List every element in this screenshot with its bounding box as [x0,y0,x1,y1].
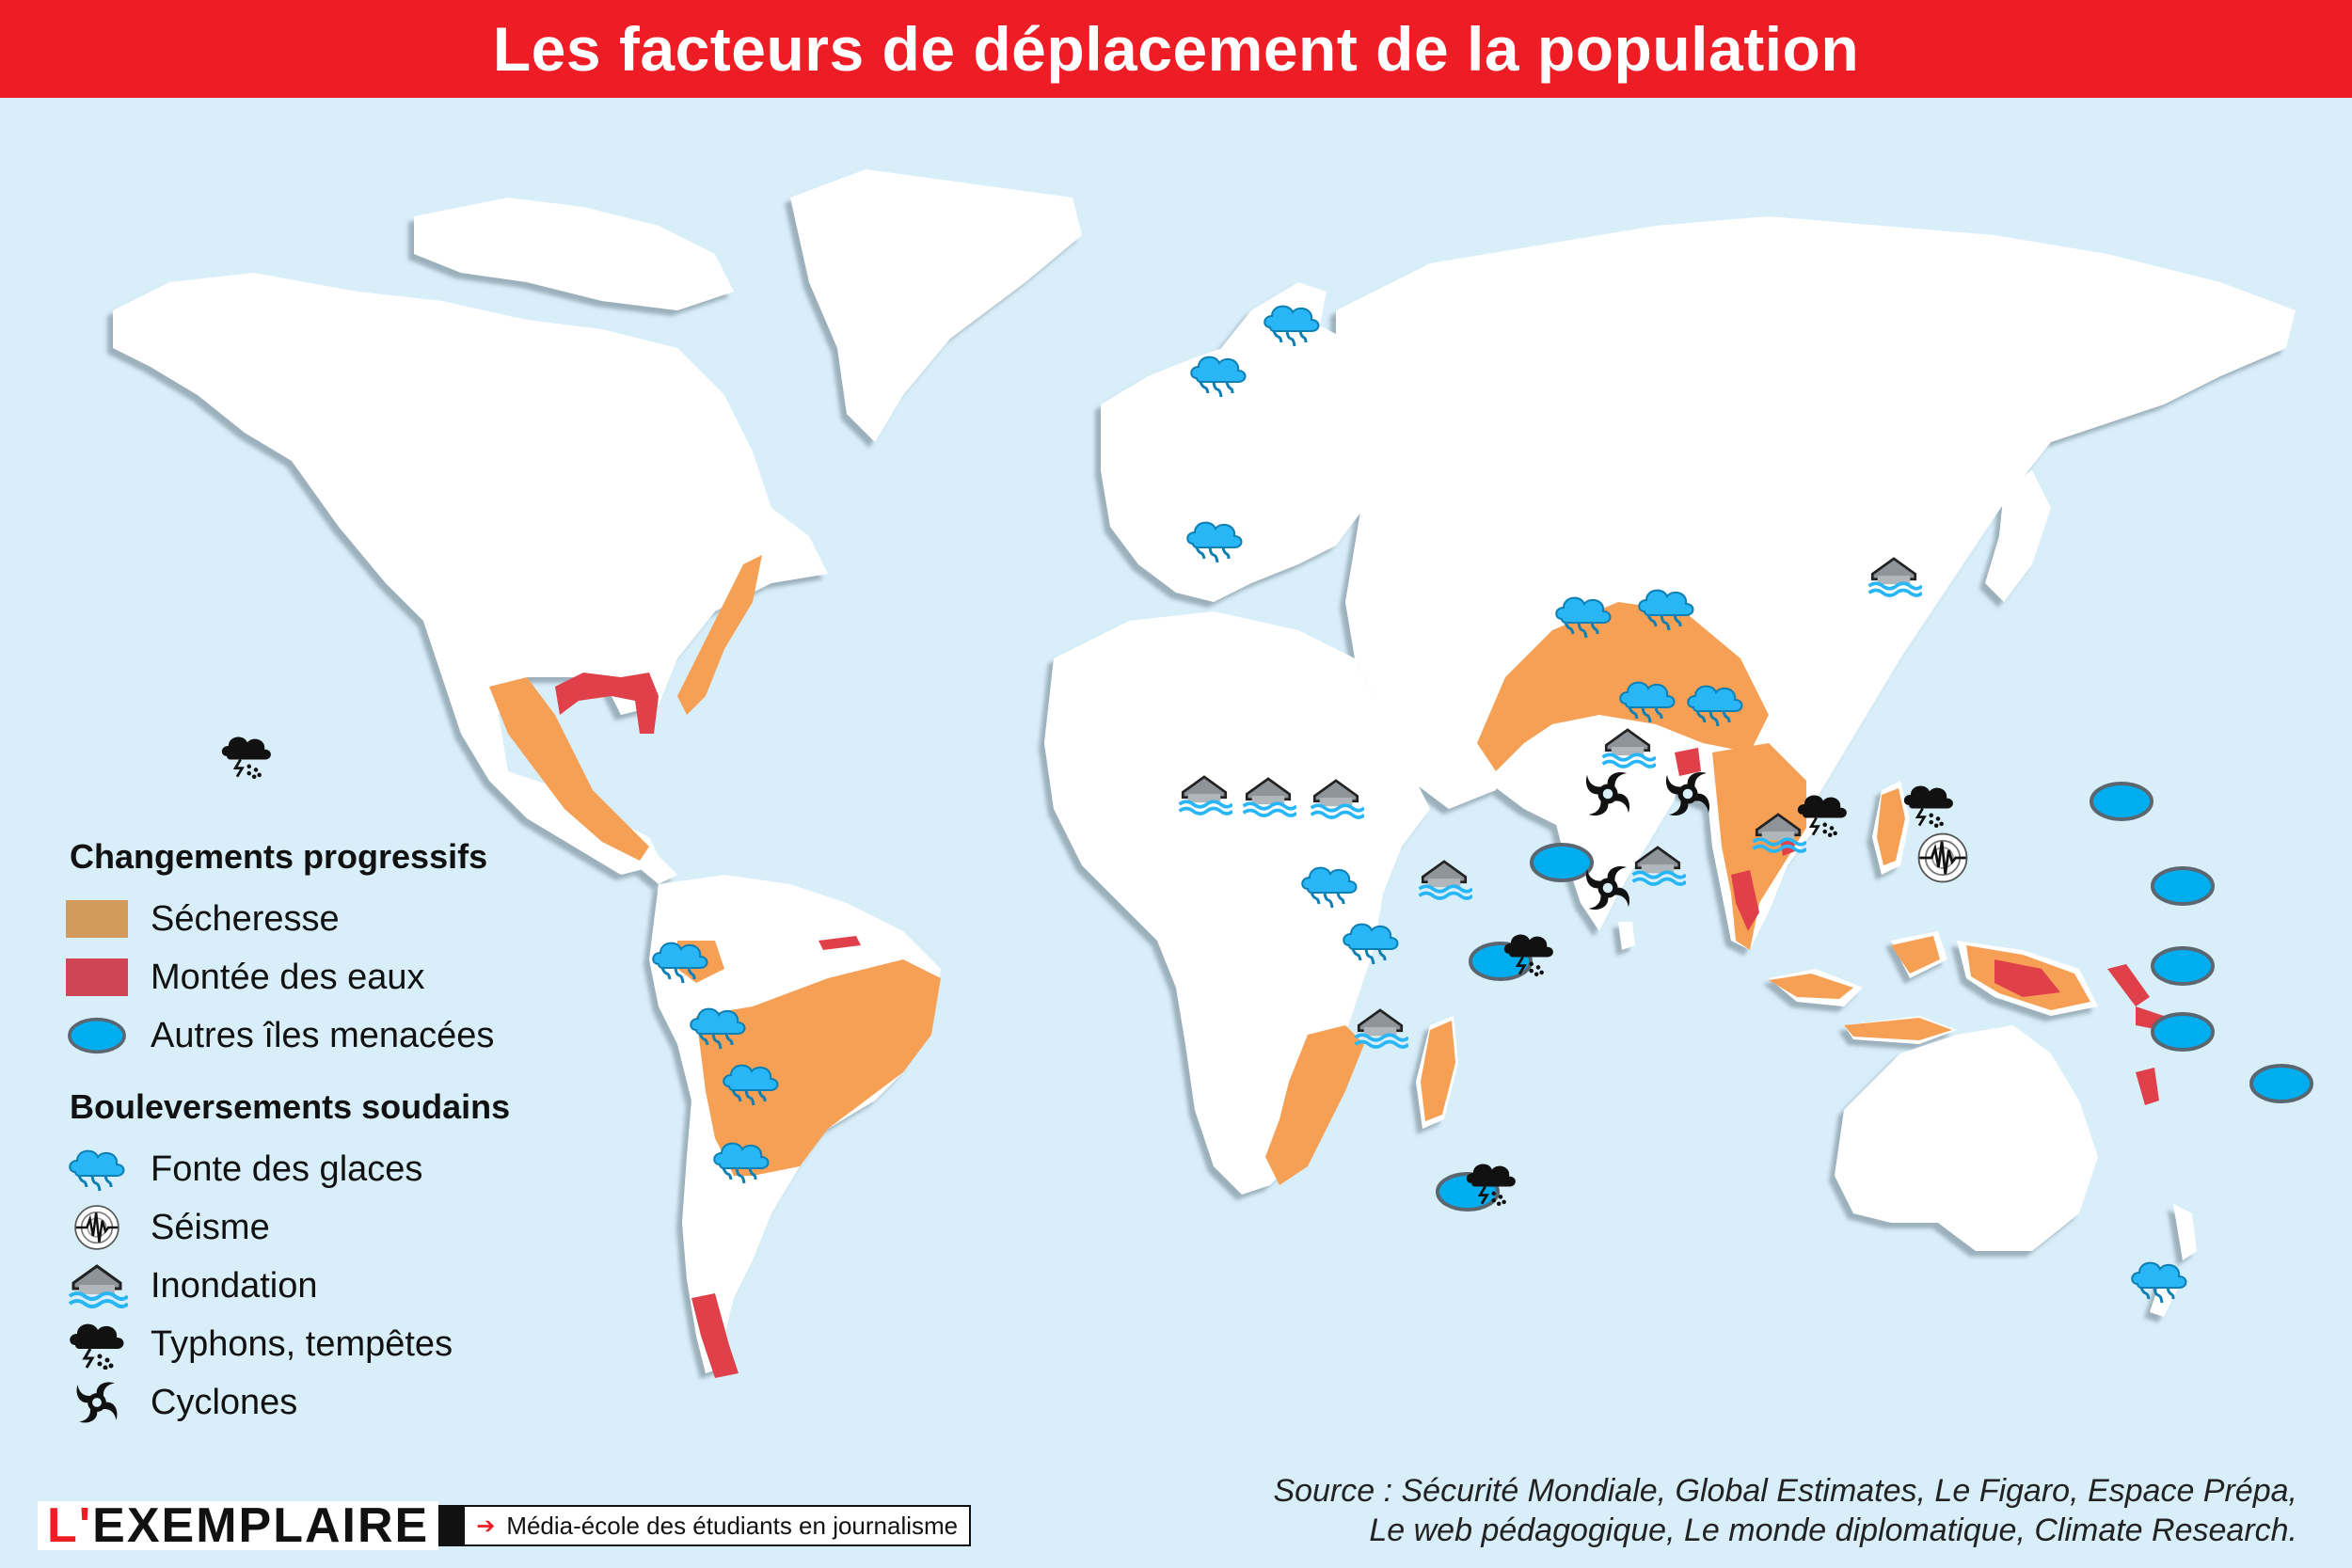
sri-lanka-land [1618,922,1635,950]
map-legend: Changements progressifs Sécheresse Monté… [66,837,668,1432]
sea-rise-zone-new-guinea [1994,959,2060,997]
north-america-land [113,273,828,875]
uk-land [1110,433,1148,499]
sea-rise-zone-chile [691,1293,739,1378]
drought-zone-indonesia [1769,936,1952,1040]
earthquake-icon [73,1204,120,1251]
earthquake-icon [1917,832,1968,883]
legend-label-flood: Inondation [151,1265,318,1306]
legend-item-flood: Inondation [66,1257,668,1315]
source-credit: Source : Sécurité Mondiale, Global Estim… [1273,1471,2297,1550]
typhoon-icon [1902,784,1955,828]
drought-zone-us-east [677,555,762,715]
legend-item-typhoon: Typhons, tempêtes [66,1315,668,1373]
title-bar: Les facteurs de déplacement de la popula… [0,0,2352,98]
legend-item-drought: Sécheresse [66,890,668,948]
brand-tagline: ➔ Média-école des étudiants en journalis… [438,1505,972,1546]
ice-melt-icon [68,1149,125,1193]
arrow-icon: ➔ [476,1513,496,1539]
legend-label-cyclone: Cyclones [151,1382,298,1422]
australia-land [1835,1025,2098,1251]
legend-label-drought: Sécheresse [151,898,340,939]
drought-swatch [66,900,128,938]
drought-zone-asia [1477,602,1769,771]
drought-zone-philippines [1877,788,1905,865]
map-title: Les facteurs de déplacement de la popula… [492,14,1860,84]
brand-logo-prefix: L' [47,1498,93,1553]
legend-item-earthquake: Séisme [66,1198,668,1257]
drought-zone-madagascar [1421,1021,1455,1121]
japan-land [1985,470,2051,602]
flood-icon [1353,1008,1408,1049]
sea-rise-zone-pacific-islands [2136,1068,2159,1105]
legend-section-progressive: Changements progressifs [70,837,488,876]
new-zealand-land [2150,1204,2197,1317]
sea-rise-zone-malaysia [1731,870,1759,931]
brand-tagline-text: Média-école des étudiants en journalisme [506,1511,959,1540]
arabia-land [1364,658,1505,809]
greenland-land [790,169,1082,442]
sea-rise-zone-guyana [818,936,861,950]
island-icon [1530,843,1594,882]
island-icon [2151,946,2215,986]
legend-label-typhoon: Typhons, tempêtes [151,1323,453,1364]
legend-item-islands: Autres îles menacées [66,1006,668,1065]
legend-item-cyclone: Cyclones [66,1373,668,1432]
sea-rise-swatch [66,958,128,996]
source-line-1: Source : Sécurité Mondiale, Global Estim… [1273,1473,2297,1509]
legend-label-earthquake: Séisme [151,1207,270,1247]
legend-label-sea-rise: Montée des eaux [151,957,425,997]
flood-icon [1417,860,1472,900]
flood-icon [68,1264,128,1308]
legend-item-ice-melt: Fonte des glaces [66,1140,668,1198]
legend-item-sea-rise: Montée des eaux [66,948,668,1006]
source-line-2: Le web pédagogique, Le monde diplomatiqu… [1369,1513,2297,1548]
legend-label-ice-melt: Fonte des glaces [151,1148,423,1189]
legend-section-sudden: Bouleversements soudains [70,1087,511,1126]
drought-zone-mexico [489,677,649,861]
sea-rise-zone-bangladesh [1675,748,1701,776]
island-icon [2249,1064,2313,1103]
island-icon [2090,782,2153,821]
island-icon [2151,1012,2215,1052]
drought-zone-brazil [696,959,941,1176]
island-icon [2151,866,2215,906]
india-land [1543,743,1684,931]
drought-zones [489,555,2090,1185]
brand-logo: L' EXEMPLAIRE [38,1498,439,1553]
sea-rise-zone-gulf-coast [555,673,659,734]
cyclone-icon [66,1377,128,1428]
brand-logo-name: EXEMPLAIRE [92,1498,430,1553]
ice-melt-icon [2130,1261,2187,1305]
world-map [113,169,2313,1378]
typhoon-icon [68,1323,125,1370]
brand-footer: L' EXEMPLAIRE ➔ Média-école des étudiant… [38,1498,972,1553]
island-icon [68,1017,126,1054]
legend-label-islands: Autres îles menacées [151,1015,495,1055]
europe-land [1101,320,1374,602]
drought-zone-southern-africa [1265,1025,1364,1185]
arctic-islands-land [414,198,734,310]
africa-land [1044,611,1430,1195]
typhoon-icon [220,736,273,779]
sea-rise-zone-melanesia [2107,964,2164,1030]
sea-rise-zones [555,673,2164,1378]
